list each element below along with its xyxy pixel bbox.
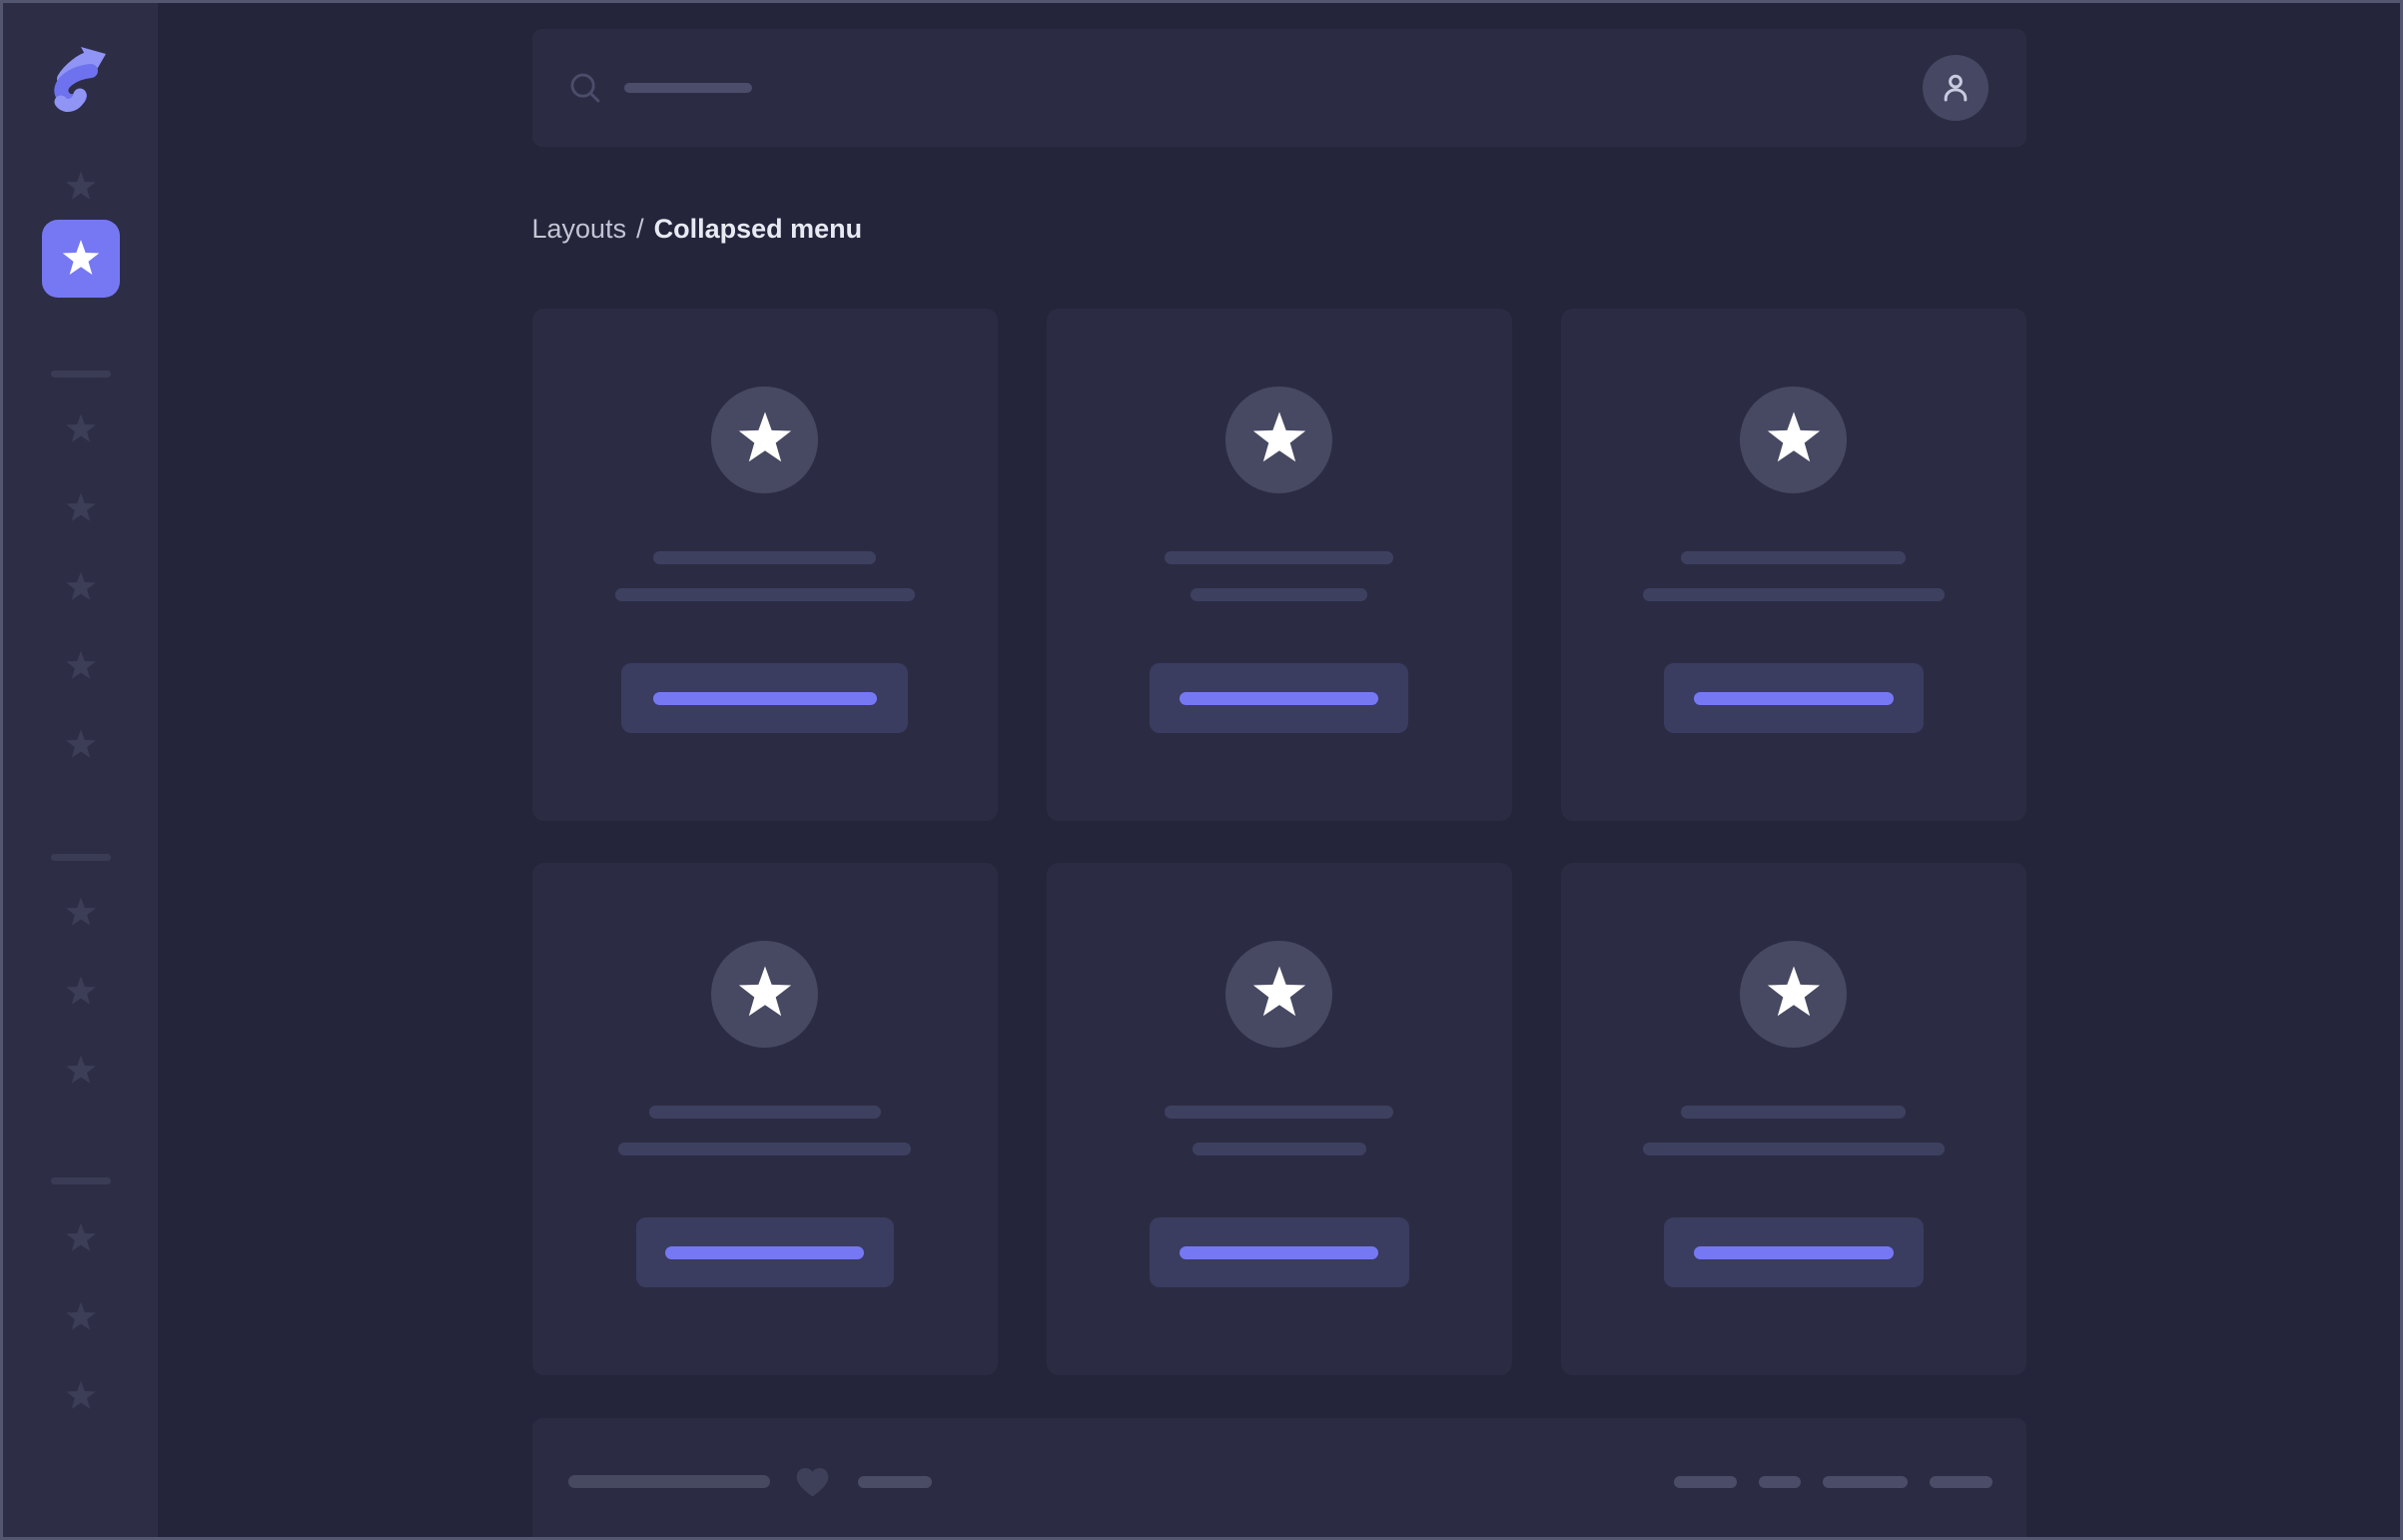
favorite-button[interactable] [794,1465,831,1498]
star-icon [64,1220,98,1257]
card-subtitle-placeholder [614,588,915,601]
user-icon [1937,69,1975,107]
card-subtitle-placeholder [1642,1143,1945,1155]
button-label-placeholder [652,691,877,705]
sidebar-item-star-6[interactable] [58,722,104,768]
avatar-button[interactable] [1922,55,1989,121]
breadcrumb-current: Collapsed menu [653,214,863,244]
footer-link-placeholder[interactable] [1673,1475,1737,1488]
button-label-placeholder [1180,691,1378,705]
star-icon [64,1378,98,1415]
button-label-placeholder [1180,1245,1378,1259]
card-subtitle-placeholder [1191,588,1367,601]
card-grid [531,309,2026,1375]
content-area: Layouts / Collapsed menu [158,3,2400,1537]
card-subtitle-placeholder [618,1143,911,1155]
star-icon [64,1299,98,1336]
sidebar-item-star-8[interactable] [58,969,104,1015]
star-icon [735,407,795,472]
card [531,863,998,1375]
search-input[interactable] [531,29,2026,147]
footer-text-placeholder [857,1475,932,1488]
card [1046,863,1512,1375]
card [1560,863,2026,1375]
sidebar [3,3,158,1537]
footer-link-placeholder[interactable] [1758,1475,1801,1488]
footer-link-placeholder[interactable] [1929,1475,1993,1488]
breadcrumb: Layouts / Collapsed menu [532,211,2026,247]
sidebar-item-star-1[interactable] [58,164,104,210]
sidebar-item-star-9[interactable] [58,1048,104,1094]
star-icon [1764,962,1824,1027]
card-action-button[interactable] [1663,663,1924,733]
breadcrumb-separator: / [636,214,644,244]
star-icon [64,727,98,764]
sidebar-divider [50,1177,111,1184]
star-icon [64,169,98,206]
star-icon [1249,407,1309,472]
star-icon [64,1053,98,1090]
sidebar-item-star-5[interactable] [58,643,104,689]
card [1560,309,2026,821]
star-icon [64,411,98,448]
card-title-placeholder [1165,551,1393,564]
card-title-placeholder [1681,1106,1906,1119]
search-placeholder-bar [623,83,752,93]
sidebar-divider [50,371,111,378]
card-title-placeholder [1681,551,1906,564]
card-title-placeholder [648,1106,881,1119]
button-label-placeholder [1693,1245,1894,1259]
card [1046,309,1512,821]
card-action-button[interactable] [1663,1217,1924,1287]
card [531,309,998,821]
star-icon [64,490,98,527]
star-icon [60,237,102,282]
button-label-placeholder [1693,691,1894,705]
card-avatar-circle [711,386,818,493]
footer-link-placeholder[interactable] [1822,1475,1908,1488]
sidebar-item-star-11[interactable] [58,1294,104,1340]
star-icon [735,962,795,1027]
star-icon [64,569,98,606]
breadcrumb-parent-link[interactable]: Layouts [531,214,627,244]
search-icon [566,69,604,107]
sidebar-item-star-4[interactable] [58,564,104,610]
sidebar-item-star-10[interactable] [58,1215,104,1261]
star-icon [64,974,98,1011]
sidebar-item-star-2[interactable] [58,406,104,452]
card-avatar-circle [1740,941,1847,1048]
card-avatar-circle [711,941,818,1048]
card-subtitle-placeholder [1192,1143,1366,1155]
star-icon [64,648,98,685]
sidebar-item-star-active[interactable] [41,220,120,298]
sidebar-item-star-7[interactable] [58,890,104,936]
footer-bar [531,1418,2026,1537]
card-title-placeholder [1165,1106,1393,1119]
footer-links [1673,1475,1993,1488]
card-action-button[interactable] [1150,663,1408,733]
sidebar-divider [50,854,111,861]
footer-text-placeholder [567,1475,770,1488]
sidebar-item-star-3[interactable] [58,485,104,531]
card-action-button[interactable] [1149,1217,1409,1287]
card-subtitle-placeholder [1642,588,1945,601]
heart-icon [794,1465,831,1498]
star-icon [64,895,98,932]
card-action-button[interactable] [635,1217,894,1287]
star-icon [1764,407,1824,472]
star-icon [1249,962,1309,1027]
card-avatar-circle [1225,386,1332,493]
card-avatar-circle [1740,386,1847,493]
card-action-button[interactable] [621,663,908,733]
card-avatar-circle [1225,941,1332,1048]
app-logo-icon [53,45,108,119]
card-title-placeholder [653,551,876,564]
button-label-placeholder [665,1245,864,1259]
sidebar-item-star-12[interactable] [58,1373,104,1419]
